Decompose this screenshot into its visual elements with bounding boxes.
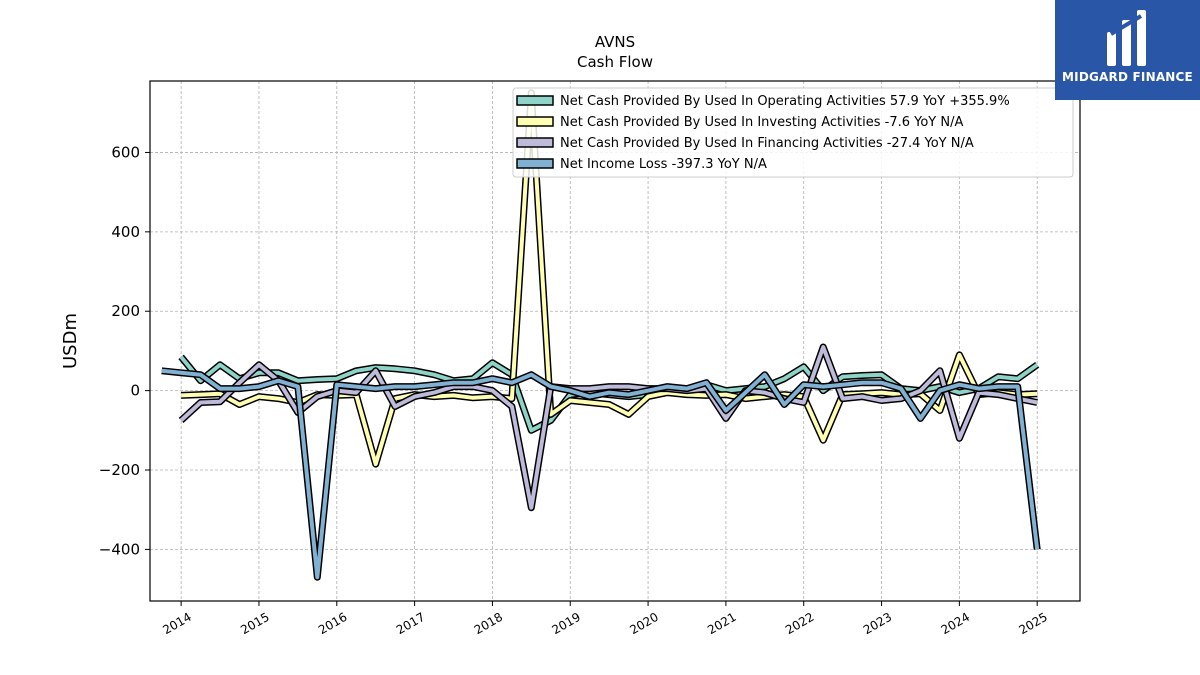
x-tick-label: 2019 bbox=[550, 610, 583, 637]
series-line-2 bbox=[178, 343, 1038, 512]
legend-swatch bbox=[516, 137, 554, 148]
x-tick-label: 2018 bbox=[472, 610, 505, 637]
legend-label: Net Income Loss -397.3 YoY N/A bbox=[560, 157, 767, 172]
x-tick-label: 2016 bbox=[316, 610, 349, 637]
y-tick-label: 0 bbox=[130, 382, 140, 400]
legend-swatch bbox=[516, 116, 554, 127]
legend-swatch bbox=[516, 158, 554, 169]
legend-swatch bbox=[516, 95, 554, 106]
brand-logo-text: MIDGARD FINANCE bbox=[1062, 70, 1193, 84]
legend: Net Cash Provided By Used In Operating A… bbox=[512, 87, 1074, 178]
plot-frame bbox=[149, 80, 1081, 602]
legend-label: Net Cash Provided By Used In Investing A… bbox=[560, 115, 963, 130]
x-tick-label: 2022 bbox=[783, 610, 816, 637]
y-tick-label: 200 bbox=[111, 302, 140, 320]
y-tick-label: 600 bbox=[111, 143, 140, 161]
series-line-3 bbox=[161, 367, 1041, 581]
legend-box bbox=[512, 87, 1074, 178]
legend-label: Net Cash Provided By Used In Operating A… bbox=[560, 94, 1010, 109]
x-tick-label: 2023 bbox=[861, 610, 894, 637]
y-axis-label: USDm bbox=[60, 313, 81, 369]
x-tick-label: 2024 bbox=[939, 610, 972, 637]
x-tick-label: 2025 bbox=[1016, 610, 1049, 637]
chart-subtitle: Cash Flow bbox=[577, 53, 653, 71]
y-tick-label: 400 bbox=[111, 223, 140, 241]
y-tick-label: −200 bbox=[99, 461, 140, 479]
x-tick-label: 2014 bbox=[160, 610, 193, 637]
brand-mark-icon bbox=[1107, 10, 1146, 66]
x-tick-label: 2021 bbox=[705, 610, 738, 637]
chart-title: AVNS bbox=[595, 33, 635, 51]
series-stroke bbox=[161, 368, 1040, 580]
series-stroke bbox=[179, 345, 1038, 510]
legend-label: Net Cash Provided By Used In Financing A… bbox=[560, 136, 974, 151]
series-lines bbox=[161, 89, 1041, 581]
y-tick-label: −400 bbox=[99, 540, 140, 558]
x-tick-label: 2020 bbox=[627, 610, 660, 637]
x-tick-label: 2015 bbox=[238, 610, 271, 637]
x-tick-label: 2017 bbox=[394, 610, 427, 637]
brand-logo: MIDGARD FINANCE bbox=[1055, 0, 1200, 100]
